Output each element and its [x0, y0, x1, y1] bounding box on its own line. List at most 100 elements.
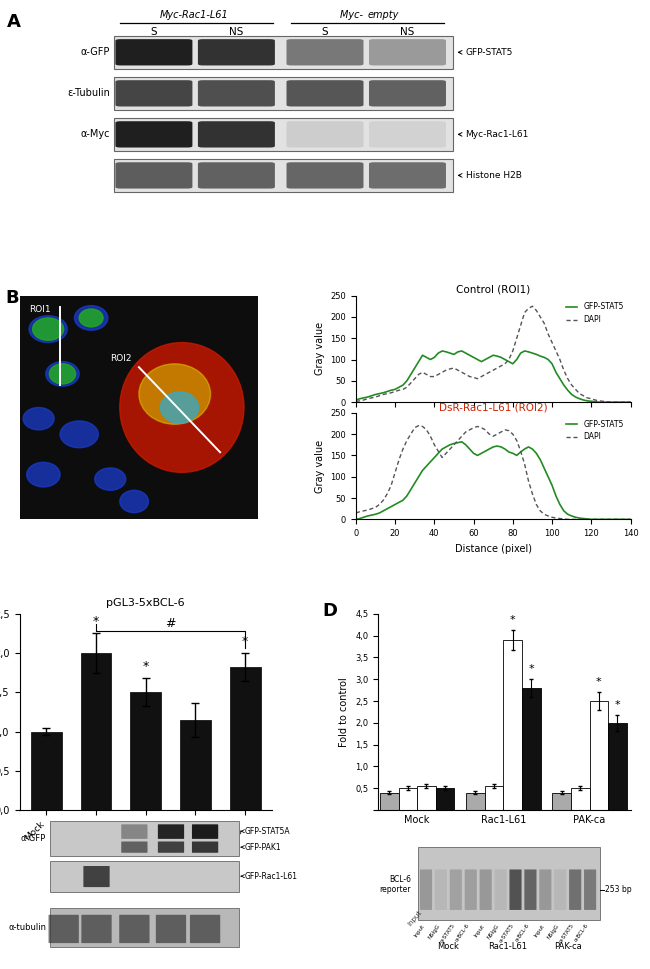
GFP-STAT5 — [595, 396, 603, 408]
Bar — [571, 788, 590, 810]
Text: B: B — [5, 289, 19, 307]
FancyBboxPatch shape — [192, 825, 218, 839]
FancyBboxPatch shape — [198, 39, 275, 66]
FancyBboxPatch shape — [116, 80, 192, 107]
GFP-STAT5 — [458, 436, 465, 448]
FancyBboxPatch shape — [50, 908, 239, 948]
FancyBboxPatch shape — [287, 39, 363, 66]
Bar — [552, 793, 571, 810]
Bar — [229, 668, 261, 810]
FancyBboxPatch shape — [158, 841, 184, 853]
FancyBboxPatch shape — [287, 121, 363, 147]
DAPI — [415, 420, 422, 431]
Legend: GFP-STAT5, DAPI: GFP-STAT5, DAPI — [563, 417, 627, 445]
DAPI — [521, 458, 528, 470]
Text: α-GFP: α-GFP — [21, 833, 46, 843]
FancyBboxPatch shape — [116, 39, 192, 66]
Line: GFP-STAT5: GFP-STAT5 — [356, 442, 630, 519]
Text: NSIgG: NSIgG — [427, 923, 441, 940]
GFP-STAT5 — [521, 443, 528, 454]
FancyBboxPatch shape — [198, 80, 275, 107]
X-axis label: Distance (pixel): Distance (pixel) — [455, 544, 532, 553]
FancyBboxPatch shape — [50, 860, 239, 891]
FancyBboxPatch shape — [369, 39, 446, 66]
Text: *: * — [142, 660, 149, 672]
Text: α-STAT5: α-STAT5 — [439, 923, 456, 944]
Text: Input: Input — [407, 909, 423, 927]
Text: Rac1-L61: Rac1-L61 — [489, 942, 528, 951]
Text: α-BCL-6: α-BCL-6 — [454, 923, 471, 943]
GFP-STAT5 — [360, 392, 368, 404]
FancyBboxPatch shape — [158, 825, 184, 839]
FancyBboxPatch shape — [114, 159, 453, 192]
Text: D: D — [322, 602, 337, 620]
Text: α-BCL-6: α-BCL-6 — [574, 923, 590, 943]
FancyBboxPatch shape — [540, 869, 551, 910]
FancyBboxPatch shape — [510, 869, 521, 910]
GFP-STAT5 — [619, 396, 627, 408]
Text: #: # — [165, 616, 176, 630]
Text: GFP-STAT5A: GFP-STAT5A — [241, 827, 290, 835]
FancyBboxPatch shape — [435, 869, 447, 910]
FancyBboxPatch shape — [419, 847, 600, 921]
Ellipse shape — [23, 408, 54, 430]
Bar — [81, 653, 111, 810]
GFP-STAT5 — [489, 441, 497, 453]
Bar — [485, 786, 503, 810]
Text: NS: NS — [400, 27, 415, 37]
Text: Input: Input — [533, 923, 545, 938]
Bar — [180, 720, 211, 810]
Text: *: * — [528, 664, 534, 674]
Line: DAPI: DAPI — [356, 425, 630, 519]
Text: α-GFP: α-GFP — [81, 47, 110, 57]
GFP-STAT5 — [352, 514, 359, 525]
Text: Input: Input — [413, 923, 426, 938]
Y-axis label: Gray value: Gray value — [315, 323, 325, 375]
FancyBboxPatch shape — [122, 841, 148, 853]
GFP-STAT5 — [607, 396, 615, 408]
Ellipse shape — [27, 462, 60, 487]
Line: DAPI: DAPI — [356, 306, 630, 402]
Ellipse shape — [120, 343, 244, 472]
Bar — [31, 732, 62, 810]
Text: A: A — [7, 13, 21, 31]
FancyBboxPatch shape — [119, 915, 150, 943]
Text: α-BCL-6: α-BCL-6 — [514, 923, 530, 943]
Bar — [436, 788, 454, 810]
Ellipse shape — [139, 363, 211, 424]
Bar — [503, 641, 522, 810]
GFP-STAT5 — [438, 345, 446, 357]
FancyBboxPatch shape — [81, 915, 112, 943]
Text: NSIgG: NSIgG — [487, 923, 501, 940]
FancyBboxPatch shape — [480, 869, 492, 910]
Text: GFP-Rac1-L61: GFP-Rac1-L61 — [241, 872, 297, 881]
Title: pGL3-5xBCL-6: pGL3-5xBCL-6 — [107, 598, 185, 608]
Ellipse shape — [46, 361, 79, 387]
DAPI — [486, 366, 493, 378]
FancyBboxPatch shape — [114, 77, 453, 109]
Text: *: * — [510, 615, 515, 625]
Text: Myc-Rac1-L61: Myc-Rac1-L61 — [159, 11, 228, 20]
FancyBboxPatch shape — [198, 162, 275, 189]
Y-axis label: Fold to control: Fold to control — [339, 677, 350, 747]
FancyBboxPatch shape — [525, 869, 536, 910]
Ellipse shape — [161, 391, 199, 423]
Ellipse shape — [29, 316, 67, 343]
Line: GFP-STAT5: GFP-STAT5 — [356, 351, 630, 402]
FancyBboxPatch shape — [465, 869, 477, 910]
Text: Myc-Rac1-L61: Myc-Rac1-L61 — [458, 130, 529, 139]
FancyBboxPatch shape — [49, 915, 79, 943]
DAPI — [517, 320, 525, 331]
GFP-STAT5 — [615, 514, 623, 525]
FancyBboxPatch shape — [20, 296, 258, 519]
Text: Myc-: Myc- — [340, 11, 365, 20]
DAPI — [360, 394, 368, 406]
DAPI — [627, 396, 634, 408]
Ellipse shape — [79, 309, 103, 327]
FancyBboxPatch shape — [554, 869, 566, 910]
Text: ROI2: ROI2 — [111, 354, 132, 362]
DAPI — [619, 514, 627, 525]
FancyBboxPatch shape — [495, 869, 506, 910]
FancyBboxPatch shape — [369, 121, 446, 147]
Bar — [466, 793, 485, 810]
